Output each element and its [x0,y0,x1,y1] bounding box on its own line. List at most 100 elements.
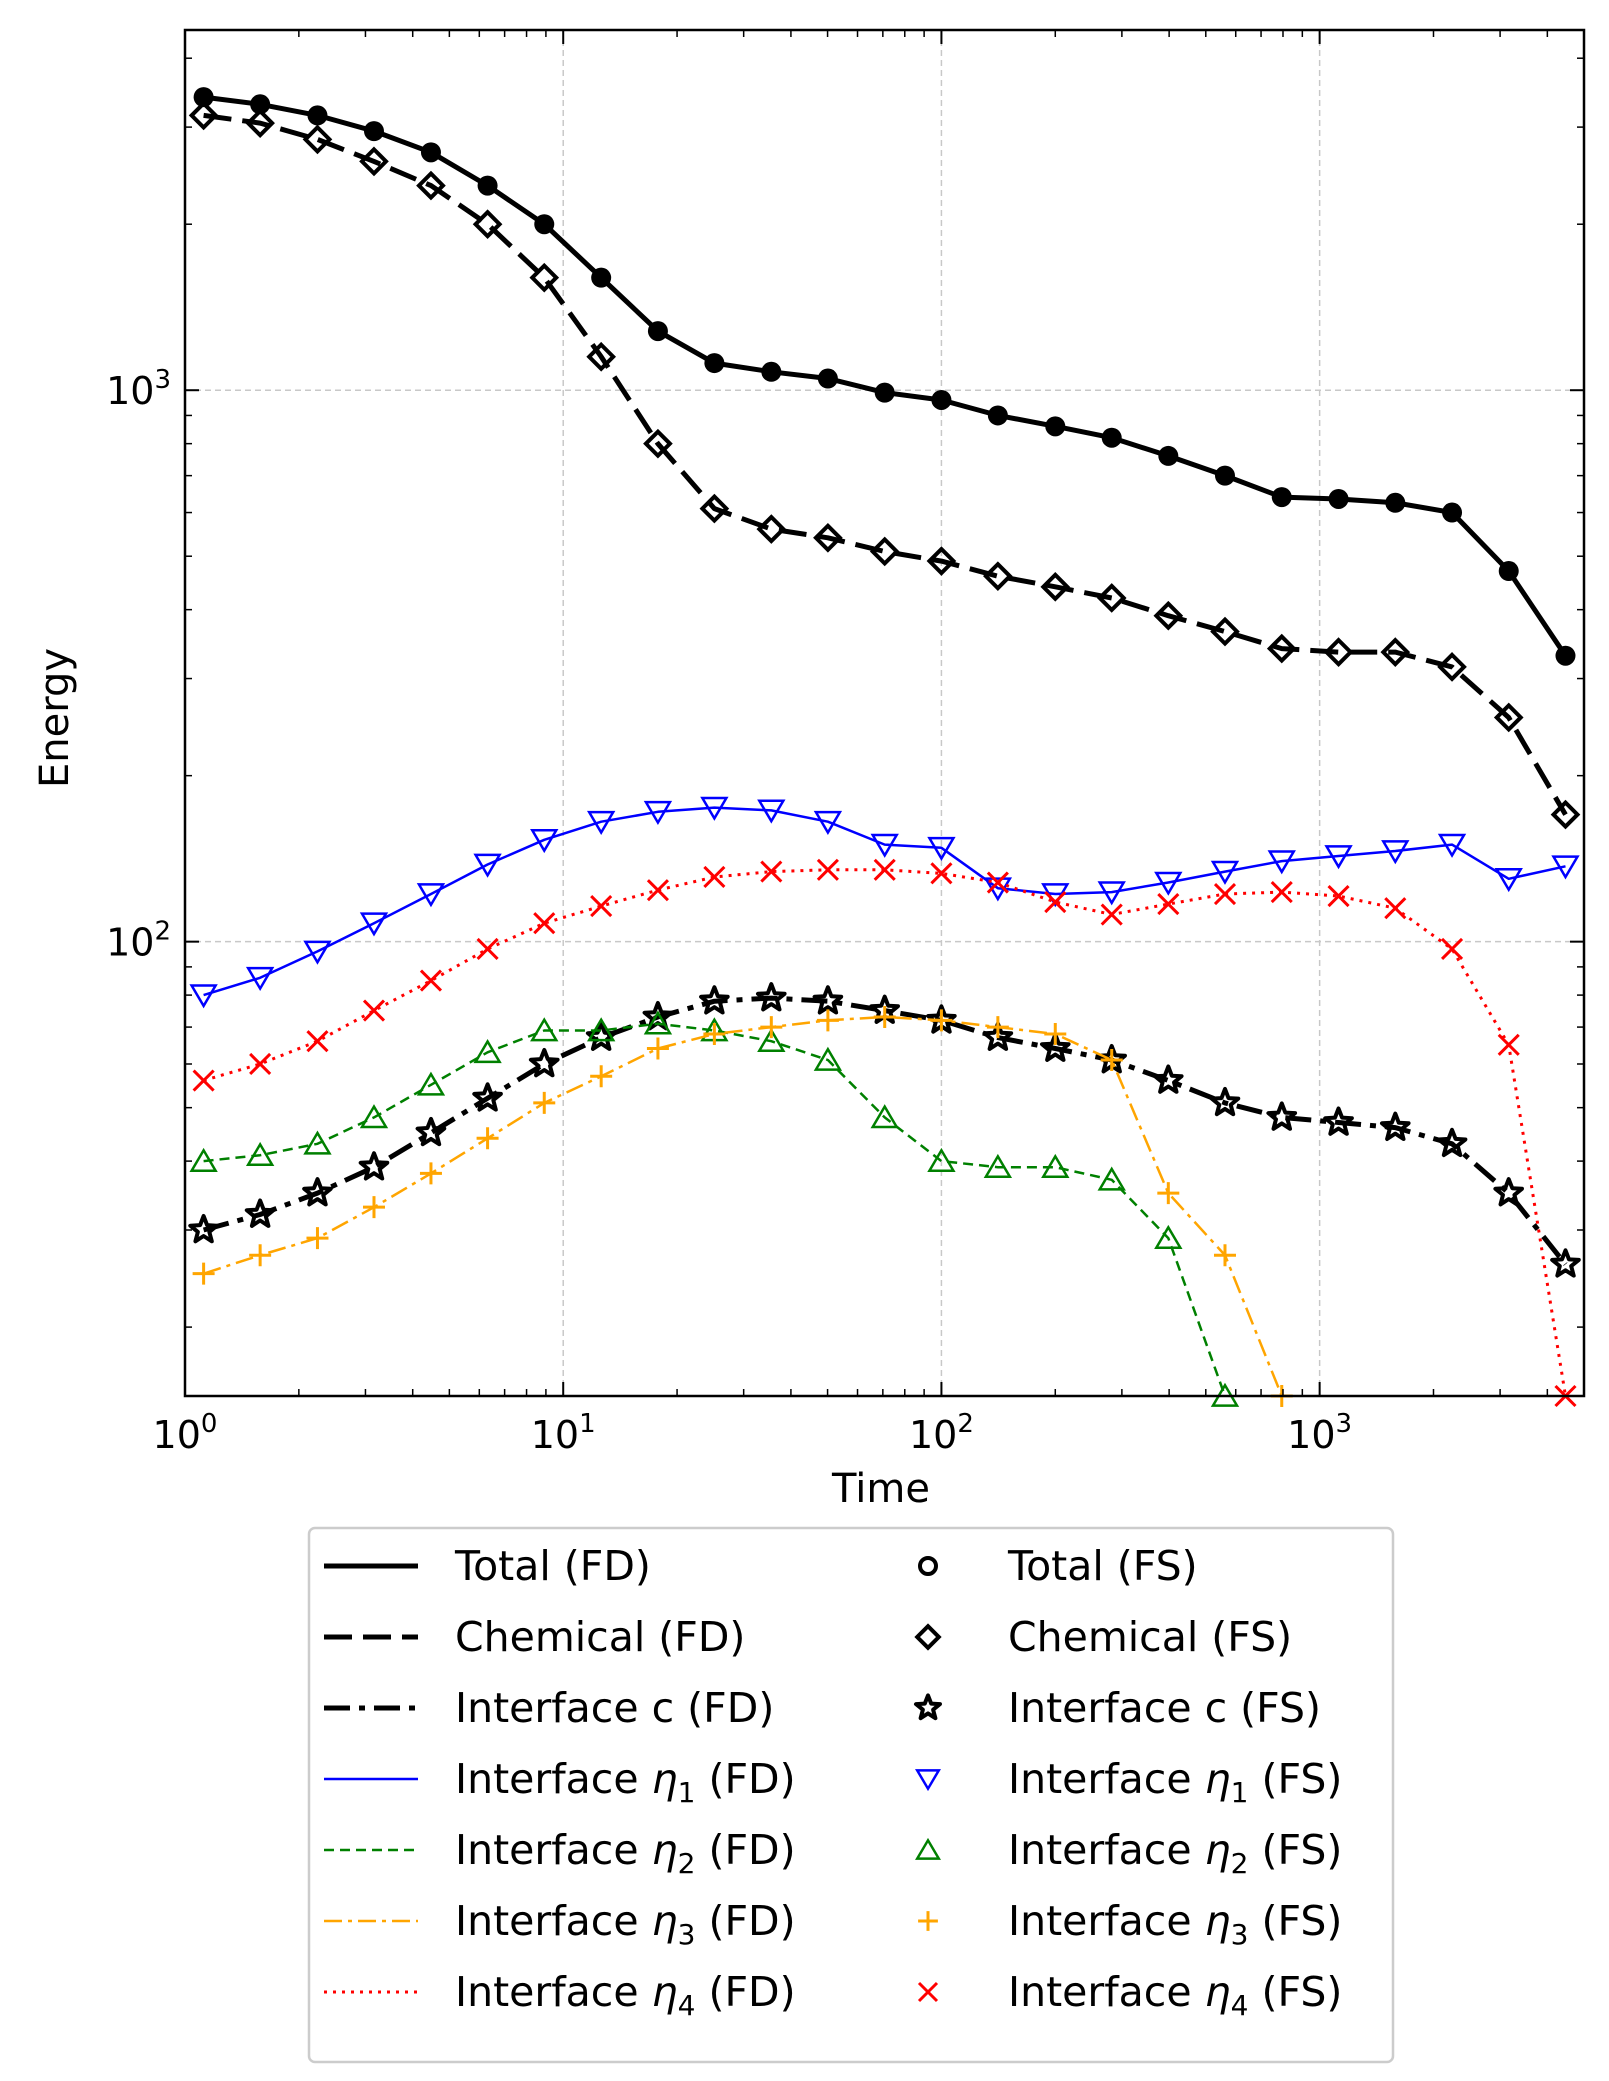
data-point [983,561,1013,592]
data-point [1436,1127,1468,1158]
data-point [1041,1153,1070,1179]
legend-label: Interface η3 (FD) [455,1897,796,1951]
data-point [1097,881,1126,906]
data-point [1493,702,1524,733]
plot-border [183,28,1586,1398]
data-point [927,836,956,862]
data-point [591,267,612,288]
data-point [643,800,673,826]
data-point [1209,1086,1241,1117]
data-point [1100,903,1123,926]
data-point [1153,600,1184,631]
data-point [249,1244,272,1267]
data-point [1266,633,1297,664]
data-point [1381,840,1410,865]
data-point [700,796,729,821]
data-point [416,1071,446,1096]
data-point [813,1046,843,1071]
x-tick-label: 101 [531,1409,596,1457]
data-point [359,912,389,937]
data-point [1437,652,1467,682]
data-point [302,124,333,155]
data-point [303,1130,332,1155]
data-point [245,108,275,138]
data-point [585,1021,617,1051]
data-point [249,1052,272,1076]
data-point [874,382,895,403]
data-point [473,1039,502,1064]
series-line [203,1015,1283,1397]
data-point [1494,867,1523,893]
data-point [813,810,843,835]
legend-marker-swatch [915,1837,941,1860]
data-point [1101,427,1122,448]
data-point [529,262,560,293]
data-point [1044,890,1067,914]
series-line [203,1022,1227,1397]
data-point [869,536,900,567]
data-point [528,1048,560,1078]
data-point [1153,1064,1184,1094]
data-point [986,871,1009,894]
data-point [245,1141,275,1167]
data-point [1440,937,1464,961]
data-point [1158,445,1179,466]
y-tick-label: 102 [106,917,171,965]
data-point [1385,492,1406,513]
data-point [1493,1177,1524,1207]
data-point [533,1091,556,1114]
data-point [699,493,730,524]
data-point [472,1082,503,1112]
x-tick-label: 102 [909,1409,974,1457]
data-point [302,1177,333,1207]
data-point [476,937,499,961]
data-point [646,879,669,902]
legend-label: Interface η4 (FD) [455,1968,796,2022]
series-line [202,995,1568,1266]
data-point [586,810,616,835]
data-point [359,146,389,177]
data-point [1327,884,1350,908]
data-point [931,389,952,410]
data-point [1267,850,1296,875]
data-point [873,858,896,881]
data-point [1044,1023,1067,1046]
series-1 [188,100,1581,830]
series-6 [192,858,1577,1408]
data-point [1097,1166,1126,1191]
data-point [306,1030,329,1053]
data-point [188,1214,219,1244]
data-point [193,87,214,108]
data-point [1100,1049,1123,1072]
data-point [761,361,782,382]
data-point [250,94,271,115]
data-point [416,883,446,908]
legend-marker-swatch [914,1623,942,1651]
data-point [192,1069,215,1092]
y-axis-label: Energy [32,648,78,788]
data-point [930,1009,953,1032]
data-point [362,1196,385,1219]
data-point [1266,1101,1298,1131]
legend-label: Total (FD) [454,1542,651,1590]
data-point [1040,572,1071,602]
data-point [704,353,725,374]
data-point [477,175,498,196]
legend-box [307,1526,1395,2064]
data-point [1442,502,1463,523]
data-point [813,522,843,553]
data-point [1096,583,1127,613]
x-tick-label: 103 [1287,1409,1352,1457]
data-point [362,999,386,1022]
data-point [873,1006,896,1029]
data-point [1045,416,1066,437]
data-point [1550,799,1581,830]
data-point [472,209,503,240]
data-point [307,105,328,126]
data-point [756,982,787,1012]
data-point [534,214,555,235]
data-point [812,985,844,1015]
data-point [1380,637,1411,667]
legend-label: Interface η2 (FS) [1008,1826,1342,1880]
data-point [416,170,446,201]
